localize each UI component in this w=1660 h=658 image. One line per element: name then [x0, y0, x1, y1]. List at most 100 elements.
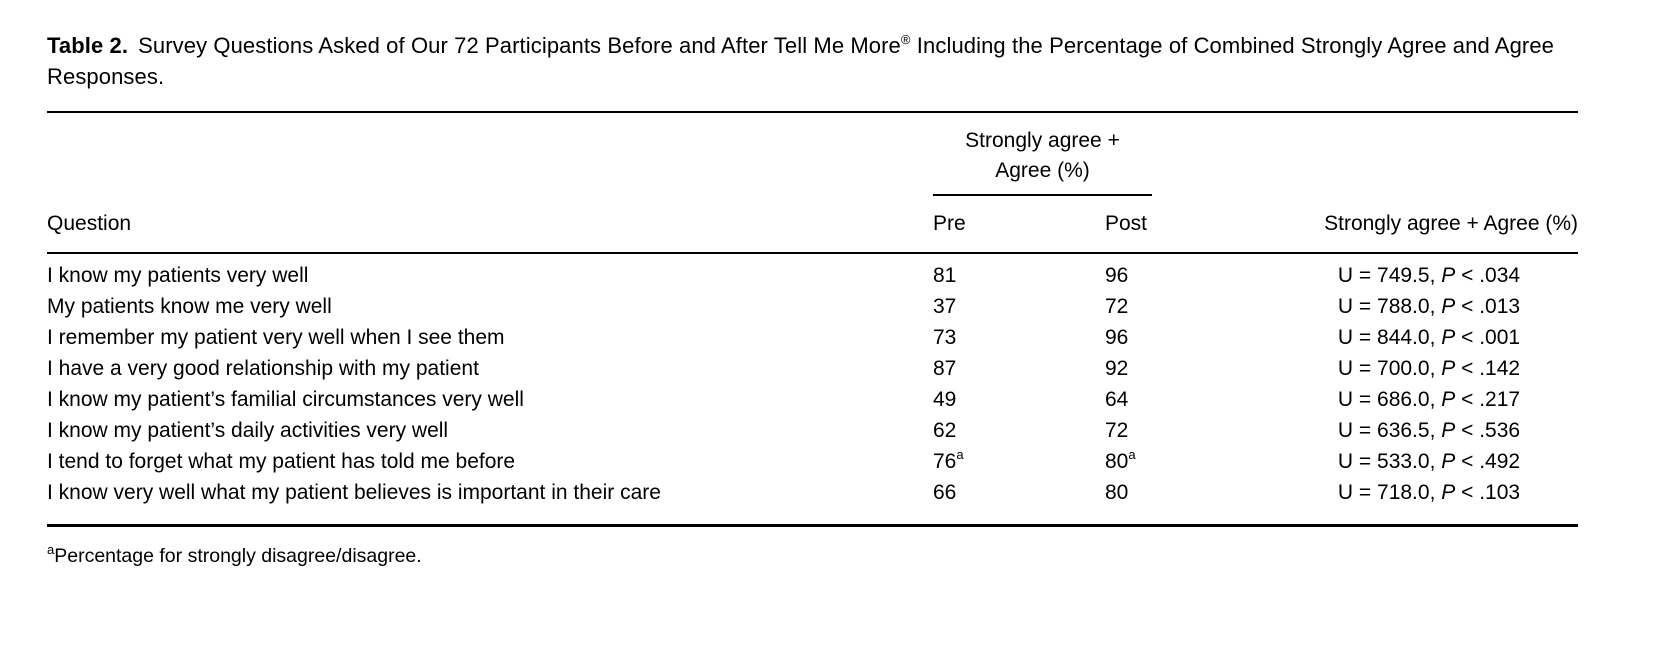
table-caption: Table 2. Survey Questions Asked of Our 72…: [47, 30, 1578, 92]
post-cell: 72: [1105, 291, 1280, 322]
stats-cell: U = 844.0, P < .001: [1280, 322, 1578, 353]
table-row: I remember my patient very well when I s…: [47, 322, 1578, 353]
question-cell: I know very well what my patient believe…: [47, 481, 661, 504]
pre-cell: 87: [933, 353, 1105, 384]
post-value: 96: [1105, 326, 1129, 349]
p-symbol: P: [1441, 326, 1456, 349]
column-header-post: Post: [1105, 212, 1148, 235]
column-header-question: Question: [47, 212, 132, 235]
post-value: 80: [1105, 481, 1129, 504]
u-statistic: U = 700.0,: [1337, 357, 1442, 380]
pre-value: 49: [933, 388, 957, 411]
post-value: 96: [1105, 264, 1129, 287]
stats-cell: U = 788.0, P < .013: [1280, 291, 1578, 322]
pre-cell: 49: [933, 384, 1105, 415]
table-row: I know my patients very well 81 96 U = 7…: [47, 260, 1578, 291]
registered-trademark-symbol: ®: [900, 31, 911, 47]
post-cell: 80a: [1105, 446, 1280, 477]
pre-cell: 76a: [933, 446, 1105, 477]
p-symbol: P: [1441, 357, 1456, 380]
pre-cell: 66: [933, 477, 1105, 508]
stats-cell: U = 718.0, P < .103: [1280, 477, 1578, 508]
p-value: < .103: [1455, 481, 1521, 504]
question-cell: I tend to forget what my patient has tol…: [47, 450, 516, 473]
table-header-row: Question Pre Post Strongly agree + Agree…: [47, 196, 1578, 254]
stats-cell: U = 686.0, P < .217: [1280, 384, 1578, 415]
pre-cell: 73: [933, 322, 1105, 353]
pre-value: 66: [933, 481, 957, 504]
post-cell: 96: [1105, 322, 1280, 353]
spanner-line-1: Strongly agree +: [965, 129, 1120, 152]
u-statistic: U = 718.0,: [1337, 481, 1442, 504]
u-statistic: U = 533.0,: [1337, 450, 1442, 473]
table-body: I know my patients very well 81 96 U = 7…: [47, 254, 1578, 527]
pre-cell: 81: [933, 260, 1105, 291]
table-row: I tend to forget what my patient has tol…: [47, 446, 1578, 477]
u-statistic: U = 636.5,: [1337, 419, 1442, 442]
post-value: 92: [1105, 357, 1129, 380]
post-cell: 80: [1105, 477, 1280, 508]
stats-cell: U = 533.0, P < .492: [1280, 446, 1578, 477]
post-cell: 64: [1105, 384, 1280, 415]
pre-value: 87: [933, 357, 957, 380]
p-value: < .013: [1455, 295, 1521, 318]
u-statistic: U = 749.5,: [1337, 264, 1442, 287]
p-symbol: P: [1441, 419, 1456, 442]
spanner-line-2: Agree (%): [995, 159, 1090, 182]
pre-value: 37: [933, 295, 957, 318]
u-statistic: U = 686.0,: [1337, 388, 1442, 411]
question-cell: I know my patient’s familial circumstanc…: [47, 388, 524, 411]
stats-cell: U = 749.5, P < .034: [1280, 260, 1578, 291]
column-header-stats: Strongly agree + Agree (%): [1324, 212, 1578, 235]
question-cell: I remember my patient very well when I s…: [47, 326, 505, 349]
p-symbol: P: [1441, 264, 1456, 287]
u-statistic: U = 844.0,: [1337, 326, 1442, 349]
p-symbol: P: [1441, 481, 1456, 504]
table-caption-text-tail: Including the Percentage of Combined Str…: [47, 33, 1554, 89]
p-symbol: P: [1441, 388, 1456, 411]
post-value: 72: [1105, 419, 1129, 442]
pre-value: 73: [933, 326, 957, 349]
table-row: I know very well what my patient believe…: [47, 477, 1578, 508]
p-value: < .492: [1455, 450, 1521, 473]
pre-footnote-marker: a: [956, 447, 964, 462]
pre-value: 81: [933, 264, 957, 287]
pre-cell: 37: [933, 291, 1105, 322]
p-value: < .142: [1455, 357, 1521, 380]
stats-cell: U = 636.5, P < .536: [1280, 415, 1578, 446]
p-symbol: P: [1441, 450, 1456, 473]
footnote-text: Percentage for strongly disagree/disagre…: [54, 545, 422, 567]
survey-results-table: Strongly agree + Agree (%) Question Pre …: [47, 111, 1578, 527]
table-row: I have a very good relationship with my …: [47, 353, 1578, 384]
table-footnote: aPercentage for strongly disagree/disagr…: [47, 543, 1578, 569]
post-value: 72: [1105, 295, 1129, 318]
spanner-header-strongly-agree: Strongly agree + Agree (%): [933, 113, 1152, 196]
footnote-marker: a: [47, 541, 55, 557]
p-value: < .217: [1455, 388, 1521, 411]
table-row: My patients know me very well 37 72 U = …: [47, 291, 1578, 322]
pre-value: 62: [933, 419, 957, 442]
table-caption-text: Survey Questions Asked of Our 72 Partici…: [138, 33, 901, 58]
p-symbol: P: [1441, 295, 1456, 318]
pre-cell: 62: [933, 415, 1105, 446]
post-value: 64: [1105, 388, 1129, 411]
column-header-pre: Pre: [933, 212, 966, 235]
question-cell: I have a very good relationship with my …: [47, 357, 479, 380]
p-value: < .001: [1455, 326, 1521, 349]
table-caption-label: Table 2.: [47, 33, 129, 58]
table-row: I know my patient’s daily activities ver…: [47, 415, 1578, 446]
post-cell: 96: [1105, 260, 1280, 291]
stats-cell: U = 700.0, P < .142: [1280, 353, 1578, 384]
pre-value: 76: [933, 450, 957, 473]
post-cell: 72: [1105, 415, 1280, 446]
post-footnote-marker: a: [1128, 447, 1136, 462]
question-cell: My patients know me very well: [47, 295, 332, 318]
question-cell: I know my patient’s daily activities ver…: [47, 419, 449, 442]
p-value: < .536: [1455, 419, 1521, 442]
question-cell: I know my patients very well: [47, 264, 309, 287]
table-row: I know my patient’s familial circumstanc…: [47, 384, 1578, 415]
u-statistic: U = 788.0,: [1337, 295, 1442, 318]
p-value: < .034: [1455, 264, 1521, 287]
post-value: 80: [1105, 450, 1129, 473]
